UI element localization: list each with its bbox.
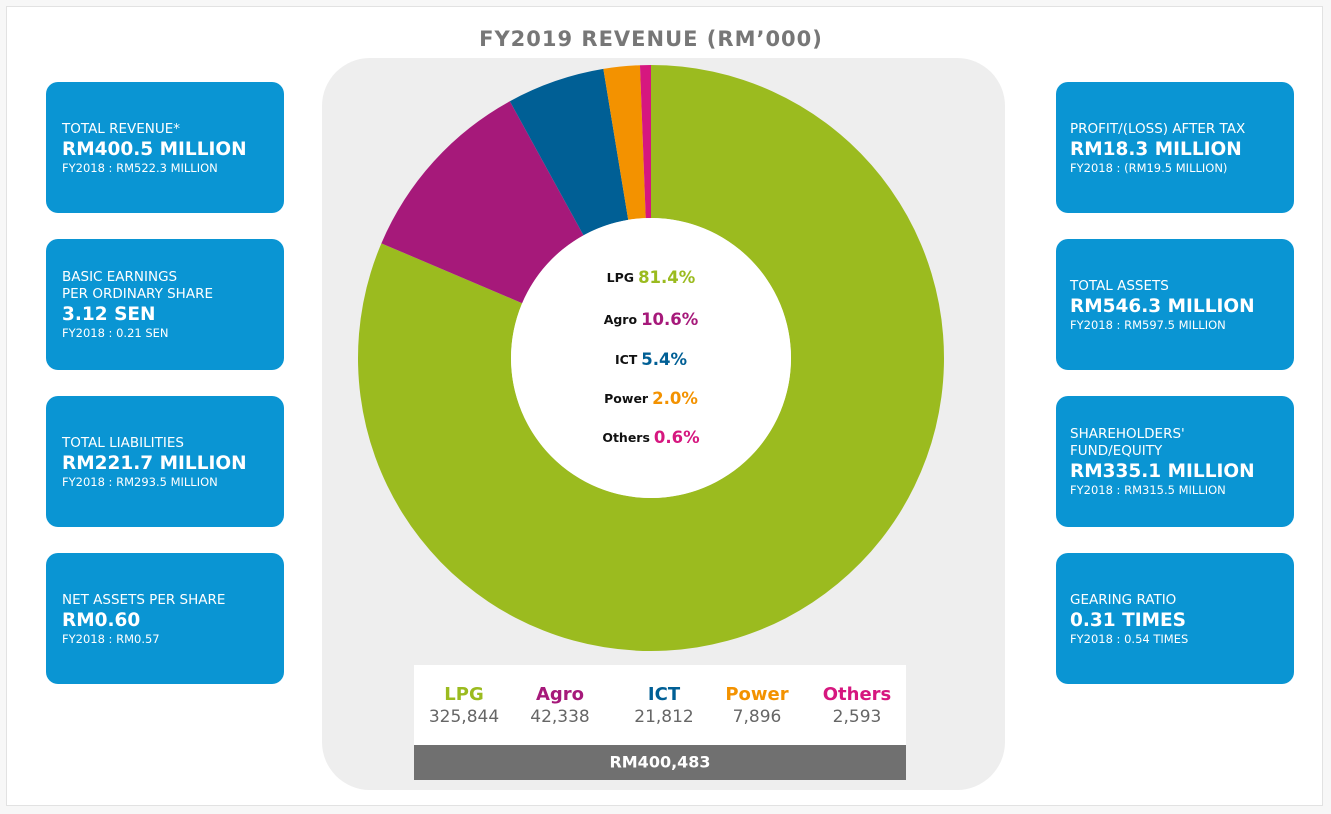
breakdown-category: Agro: [536, 684, 584, 705]
center-label: Power 2.0%: [604, 389, 698, 408]
card-label: GEARING RATIO: [1070, 591, 1177, 608]
breakdown-amount: 42,338: [530, 707, 589, 727]
center-percent: 5.4%: [641, 350, 687, 369]
breakdown-amount: 325,844: [429, 707, 499, 727]
chart-title: FY2019 REVENUE (RM’000): [479, 27, 823, 51]
card-label: SHAREHOLDERS': [1070, 426, 1185, 442]
card-label: FUND/EQUITY: [1070, 443, 1163, 459]
donut-hole: [511, 218, 791, 498]
metric-card: TOTAL LIABILITIES RM221.7 MILLION FY2018 :…: [46, 396, 284, 527]
card-value: 3.12 SEN: [62, 304, 156, 325]
card-previous: FY2018 : 0.54 TIMES: [1070, 631, 1189, 646]
metric-card: PROFIT/(LOSS) AFTER TAX RM18.3 MILLION FY2…: [1056, 82, 1294, 213]
center-category: LPG: [607, 270, 634, 285]
metric-card: NET ASSETS PER SHARE RM0.60 FY2018 : RM0.5…: [46, 553, 284, 684]
breakdown-category: LPG: [444, 684, 483, 705]
donut-segment: [603, 65, 646, 220]
donut-segment: [639, 65, 651, 219]
card-previous: FY2018 : RM315.5 MILLION: [1070, 483, 1226, 497]
metric-card: SHAREHOLDERS' FUND/EQUITY RM335.1 MILLION F…: [1056, 396, 1294, 527]
metric-card: BASIC EARNINGS PER ORDINARY SHARE 3.12 SEN…: [46, 239, 284, 370]
center-label: ICT 5.4%: [615, 350, 688, 369]
card-previous: FY2018 : RM597.5 MILLION: [1070, 317, 1226, 332]
total-label: RM400,483: [609, 753, 710, 772]
card-value: 0.31 TIMES: [1070, 609, 1186, 631]
card-label: PROFIT/(LOSS) AFTER TAX: [1070, 120, 1246, 137]
breakdown-category: Others: [823, 684, 892, 705]
center-category: Agro: [604, 312, 638, 327]
card-value: RM335.1 MILLION: [1070, 461, 1255, 482]
card-label: PER ORDINARY SHARE: [62, 286, 213, 302]
card-previous: FY2018 : (RM19.5 MILLION): [1070, 160, 1228, 175]
metric-card: TOTAL ASSETS RM546.3 MILLION FY2018 : RM59…: [1056, 239, 1294, 370]
card-label: TOTAL REVENUE*: [62, 120, 181, 137]
card-previous: FY2018 : 0.21 SEN: [62, 326, 169, 340]
center-category: Power: [604, 391, 649, 406]
center-percent: 10.6%: [641, 310, 699, 329]
center-category: Others: [602, 430, 650, 445]
donut-segment: [509, 68, 629, 236]
breakdown-category: ICT: [648, 684, 681, 705]
card-value: RM221.7 MILLION: [62, 452, 247, 474]
center-percent: 2.0%: [652, 389, 698, 408]
center-label: Agro 10.6%: [604, 310, 699, 329]
card-value: RM18.3 MILLION: [1070, 138, 1242, 160]
card-value: RM0.60: [62, 609, 141, 631]
card-label: TOTAL ASSETS: [1070, 277, 1169, 294]
metric-card: GEARING RATIO 0.31 TIMES FY2018 : 0.54 TIM…: [1056, 553, 1294, 684]
card-label: BASIC EARNINGS: [62, 269, 178, 285]
breakdown-amount: 2,593: [833, 707, 882, 727]
center-percent: 0.6%: [654, 428, 700, 447]
center-percent: 81.4%: [638, 268, 696, 287]
donut-segment: [357, 65, 944, 652]
card-value: RM546.3 MILLION: [1070, 295, 1255, 317]
total-bar: [414, 745, 906, 780]
donut-segment: [381, 101, 584, 304]
center-label: Others 0.6%: [602, 428, 700, 447]
metric-card: TOTAL REVENUE* RM400.5 MILLION FY2018 : RM…: [46, 82, 284, 213]
card-previous: FY2018 : RM293.5 MILLION: [62, 474, 218, 489]
breakdown-category: Power: [725, 684, 788, 705]
breakdown-amount: 7,896: [733, 707, 782, 727]
breakdown-box: [414, 665, 906, 745]
center-category: ICT: [615, 352, 638, 367]
card-value: RM400.5 MILLION: [62, 138, 247, 160]
card-previous: FY2018 : RM0.57: [62, 631, 160, 646]
card-label: NET ASSETS PER SHARE: [62, 591, 226, 608]
card-label: TOTAL LIABILITIES: [62, 434, 184, 451]
card-previous: FY2018 : RM522.3 MILLION: [62, 160, 218, 175]
center-label: LPG 81.4%: [607, 268, 696, 287]
breakdown-amount: 21,812: [634, 707, 693, 727]
